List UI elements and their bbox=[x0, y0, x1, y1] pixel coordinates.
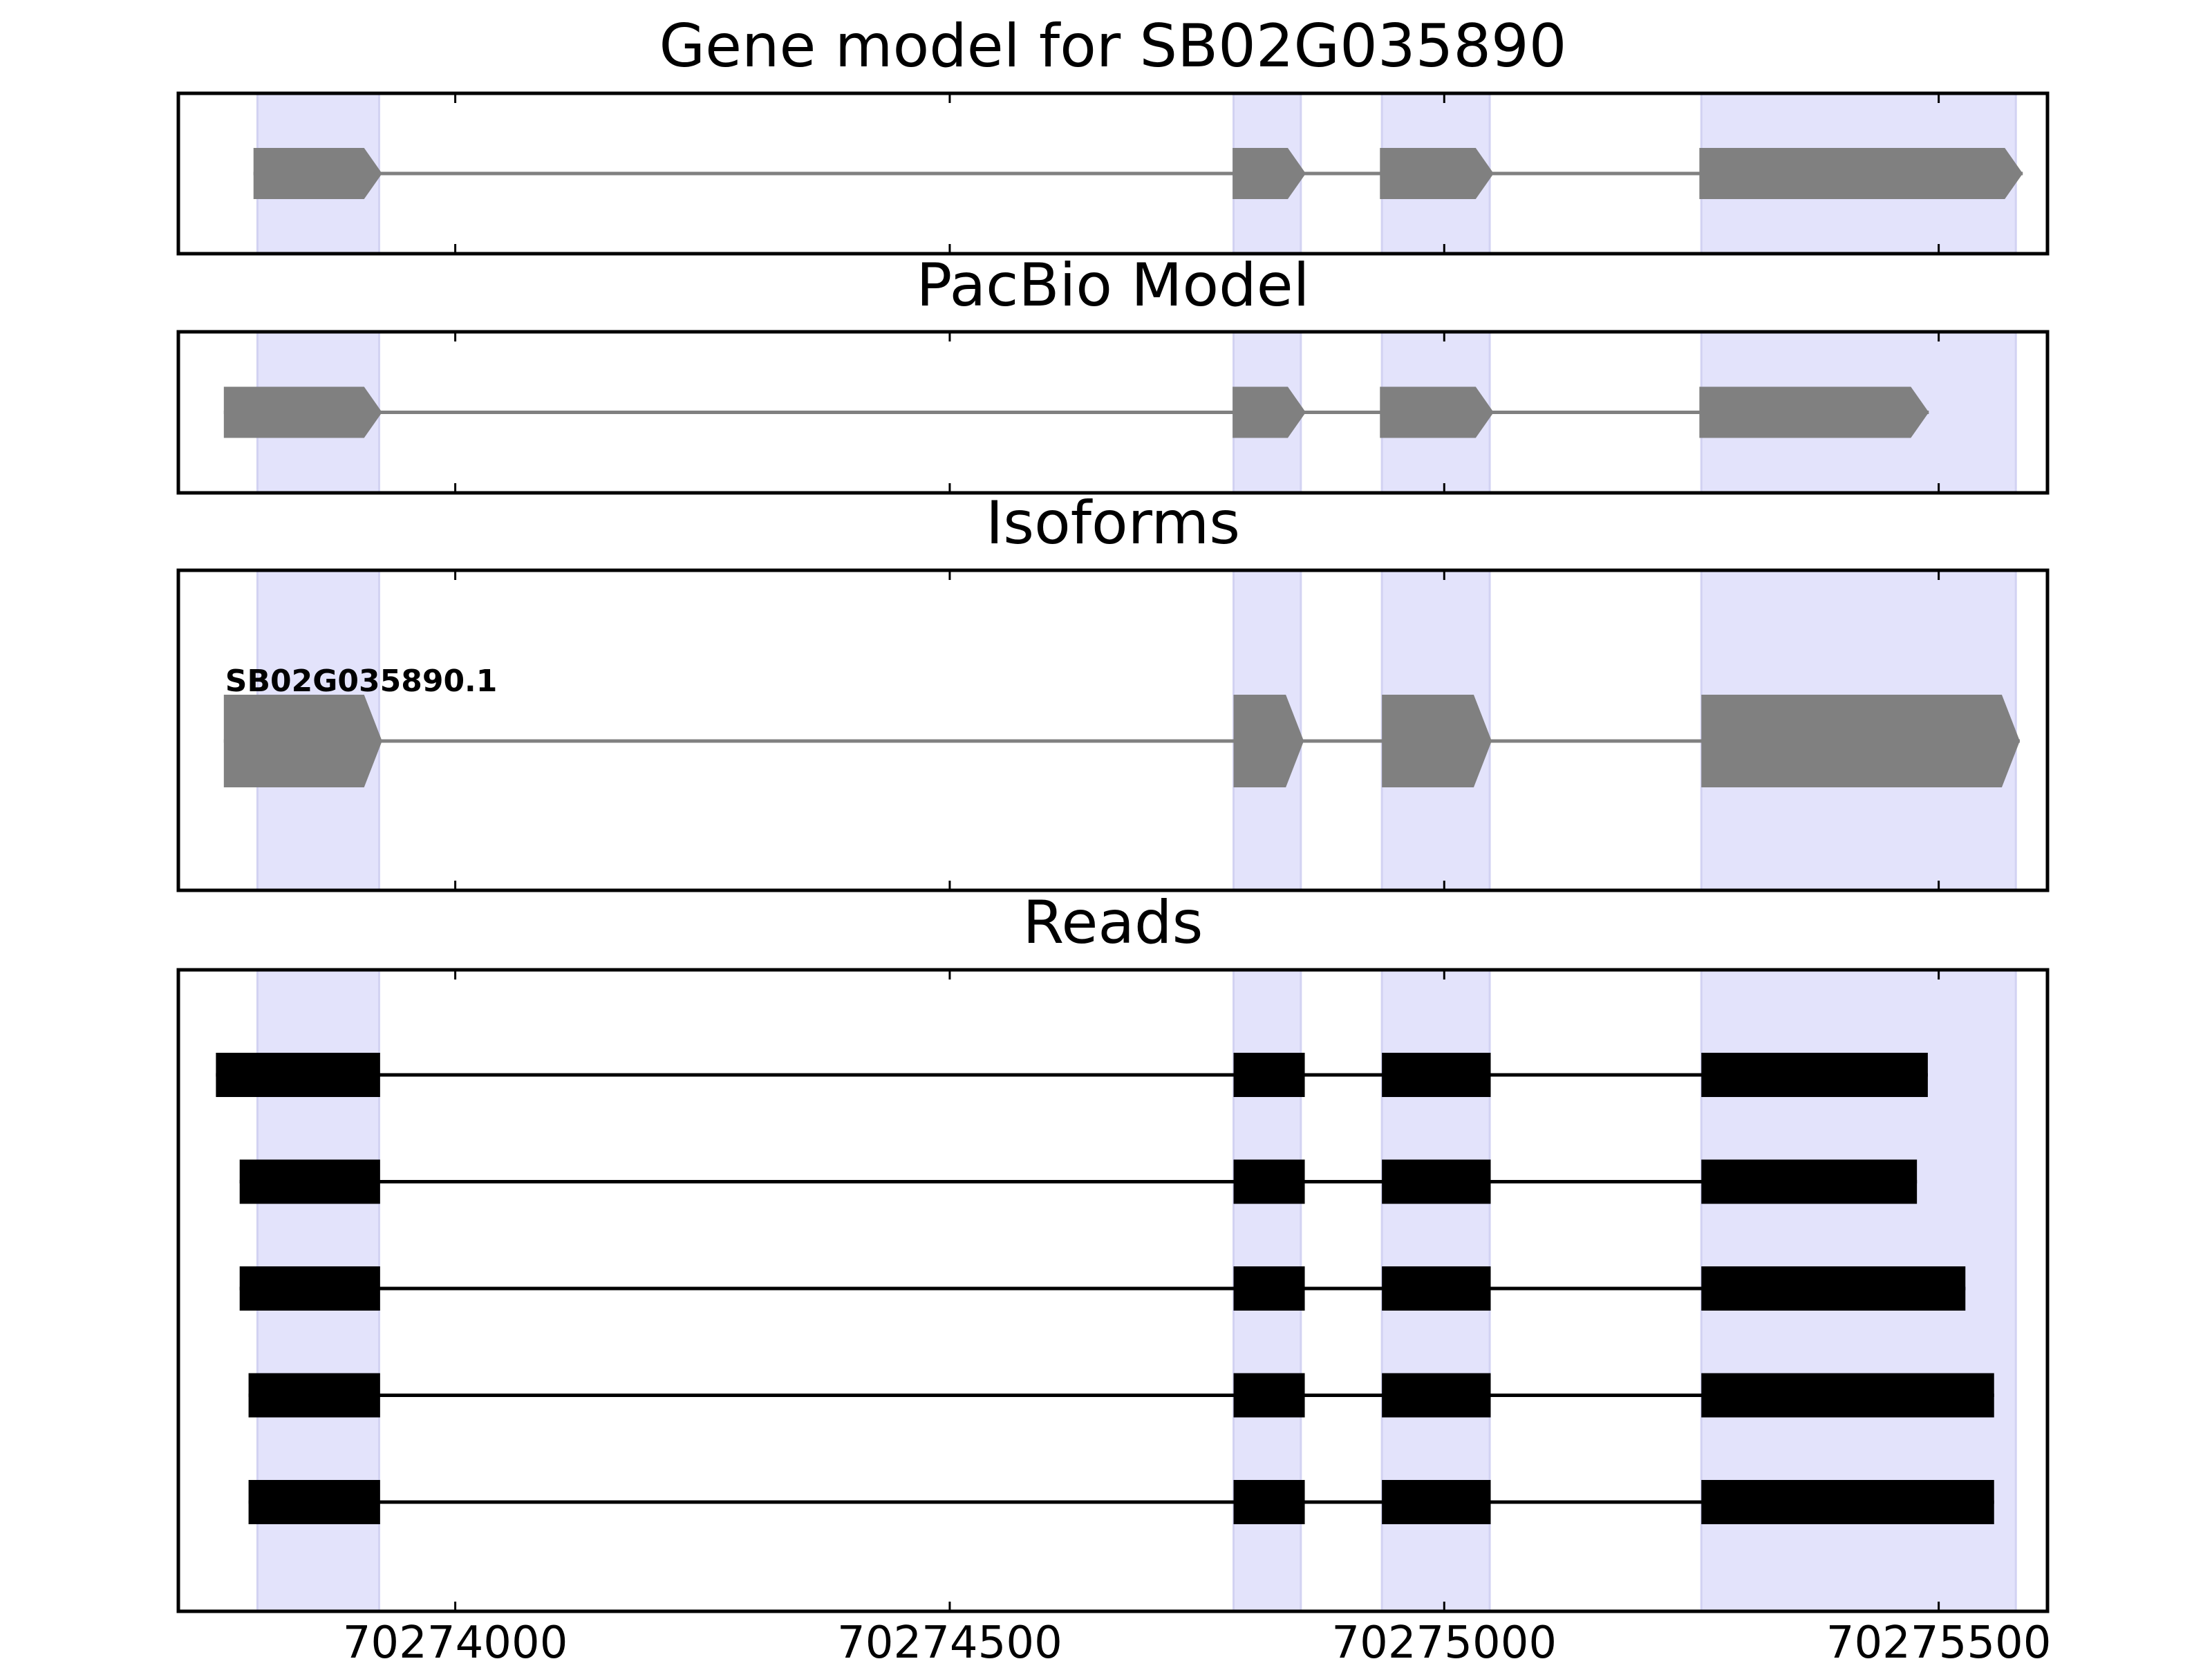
read-block bbox=[1382, 1480, 1491, 1524]
panel-frame bbox=[176, 968, 2050, 1613]
exon-arrow bbox=[1701, 695, 2020, 787]
exon-arrow bbox=[1233, 695, 1304, 787]
exon-arrow bbox=[1380, 148, 1494, 199]
read-block bbox=[1382, 1373, 1491, 1418]
exon-arrow bbox=[1699, 148, 2023, 199]
panel-isoforms: Isoforms SB02G035890.1 bbox=[176, 489, 2050, 892]
exon-arrow bbox=[223, 386, 382, 438]
read-block bbox=[1701, 1266, 1966, 1311]
panel-gene-model: Gene model for SB02G035890 bbox=[176, 12, 2050, 256]
panel-title: PacBio Model bbox=[916, 251, 1309, 320]
panel-frame bbox=[176, 330, 2050, 495]
read-block bbox=[1701, 1373, 1994, 1418]
panel-plot: SB02G035890.1 bbox=[176, 568, 2050, 892]
panel-title: Isoforms bbox=[986, 489, 1240, 558]
exon-arrow bbox=[1380, 386, 1494, 438]
read-block bbox=[1382, 1266, 1491, 1311]
panel-pacbio-model: PacBio Model bbox=[176, 251, 2050, 495]
read-block bbox=[1701, 1480, 1994, 1524]
exon-arrow bbox=[253, 148, 382, 199]
read-block bbox=[1233, 1480, 1305, 1524]
read-block bbox=[1701, 1159, 1918, 1204]
panel-frame bbox=[176, 91, 2050, 256]
x-tick-label: 70274500 bbox=[837, 1618, 1062, 1659]
read-block bbox=[1382, 1053, 1491, 1097]
read-block bbox=[1233, 1266, 1305, 1311]
panel-plot bbox=[176, 91, 2050, 256]
read-block bbox=[239, 1159, 380, 1204]
exon-arrow bbox=[1232, 386, 1306, 438]
panel-plot bbox=[176, 968, 2050, 1613]
panel-reads: Reads bbox=[176, 888, 2050, 1613]
x-tick-label: 70275500 bbox=[1826, 1618, 2052, 1659]
read-block bbox=[1233, 1159, 1305, 1204]
read-block bbox=[1233, 1373, 1305, 1418]
read-block bbox=[248, 1480, 380, 1524]
read-block bbox=[239, 1266, 380, 1311]
panel-plot bbox=[176, 330, 2050, 495]
read-block bbox=[216, 1053, 380, 1097]
isoform-label: SB02G035890.1 bbox=[225, 664, 498, 699]
exon-arrow bbox=[1232, 148, 1306, 199]
read-block bbox=[248, 1373, 380, 1418]
panel-frame bbox=[176, 568, 2050, 892]
exon-arrow bbox=[223, 695, 382, 787]
read-block bbox=[1233, 1053, 1305, 1097]
exon-arrow bbox=[1699, 386, 1929, 438]
panel-title: Reads bbox=[1023, 888, 1203, 957]
x-axis-tick-labels: 70274000 70274500 70275000 70275500 bbox=[343, 1618, 2052, 1659]
read-block bbox=[1382, 1159, 1491, 1204]
exon-arrow bbox=[1382, 695, 1492, 787]
read-block bbox=[1701, 1053, 1928, 1097]
x-tick-label: 70274000 bbox=[343, 1618, 568, 1659]
panel-title: Gene model for SB02G035890 bbox=[659, 12, 1567, 81]
x-tick-label: 70275000 bbox=[1331, 1618, 1557, 1659]
